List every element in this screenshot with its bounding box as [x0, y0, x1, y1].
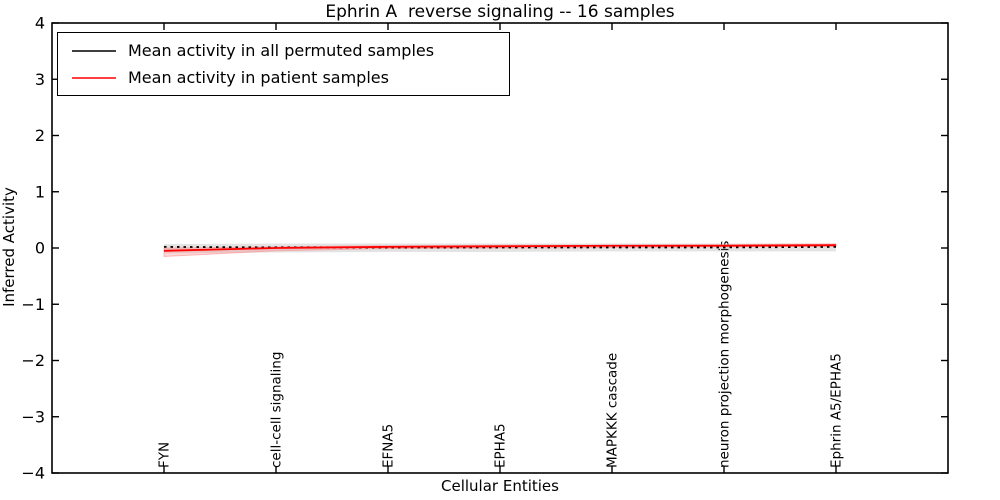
legend-line-permuted-icon: [72, 49, 116, 52]
y-axis-label: Inferred Activity: [0, 187, 18, 307]
x-tick-label: neuron projection morphogenesis: [717, 241, 733, 468]
legend: Mean activity in all permuted samples Me…: [57, 32, 510, 96]
legend-line-patient-icon: [72, 76, 116, 79]
y-tick-label: −2: [21, 351, 45, 370]
x-tick-label: EFNA5: [381, 424, 397, 468]
legend-label-permuted: Mean activity in all permuted samples: [128, 40, 435, 60]
x-tick-label: cell-cell signaling: [269, 352, 285, 468]
legend-entry-permuted: Mean activity in all permuted samples: [72, 42, 509, 60]
y-tick-label: −4: [21, 464, 45, 483]
y-tick-label: 4: [35, 14, 45, 33]
x-tick-label: Ephrin A5/EPHA5: [829, 353, 845, 468]
plot-frame: [51, 22, 949, 474]
y-tick-label: 3: [35, 70, 45, 89]
x-tick-label: MAPKKK cascade: [605, 353, 621, 468]
x-axis-label: Cellular Entities: [441, 477, 559, 495]
y-tick-label: 0: [35, 239, 45, 258]
x-tick-label: FYN: [157, 442, 173, 468]
chart-title: Ephrin A reverse signaling -- 16 samples: [325, 2, 675, 22]
legend-entry-patient: Mean activity in patient samples: [72, 69, 509, 87]
x-tick-label: EPHA5: [493, 423, 509, 468]
y-tick-label: −3: [21, 407, 45, 426]
y-tick-label: 1: [35, 182, 45, 201]
y-tick-label: −1: [21, 295, 45, 314]
legend-label-patient: Mean activity in patient samples: [128, 67, 389, 87]
series-line-1: [163, 244, 837, 252]
y-tick-label: 2: [35, 126, 45, 145]
